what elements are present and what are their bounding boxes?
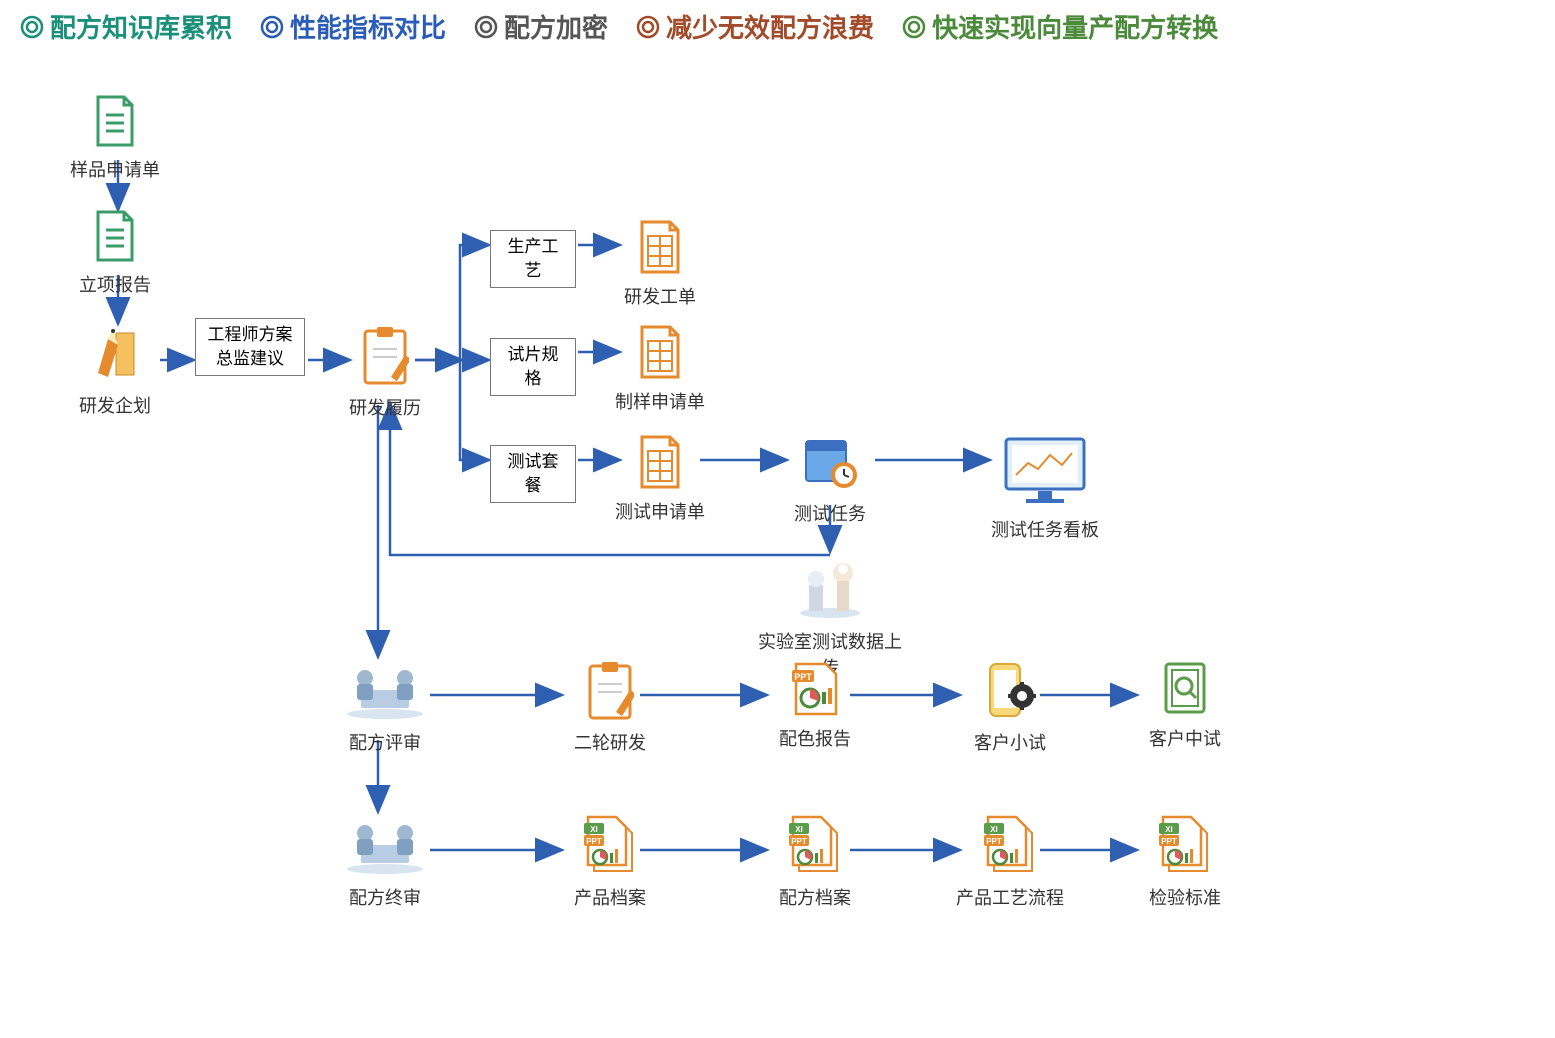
box-engineer: 工程师方案总监建议 — [195, 318, 305, 376]
folder-clock-icon — [750, 435, 910, 496]
node-label: 配色报告 — [735, 725, 895, 751]
monitor-icon — [965, 435, 1125, 512]
header-item: 快速实现向量产配方转换 — [902, 8, 1218, 45]
header-item: 性能指标对比 — [260, 8, 446, 45]
svg-text:XI: XI — [990, 825, 998, 834]
ppt-stack-icon: XI PPT — [930, 815, 1090, 880]
node-label: 研发企划 — [35, 392, 195, 418]
svg-text:PPT: PPT — [1161, 837, 1177, 846]
node-processFlow: XI PPT 产品工艺流程 — [930, 815, 1090, 910]
bullseye-icon — [636, 15, 660, 39]
node-label: 测试申请单 — [580, 498, 740, 524]
header-text: 快速实现向量产配方转换 — [932, 8, 1218, 45]
node-prodFile: XI PPT 产品档案 — [530, 815, 690, 910]
node-label: 测试任务看板 — [965, 516, 1125, 542]
bullseye-icon — [902, 15, 926, 39]
node-label: 配方终审 — [305, 884, 465, 910]
node-sampleApply: 制样申请单 — [580, 325, 740, 414]
node-rdOrder: 研发工单 — [580, 220, 740, 309]
pencil-ruler-icon — [35, 325, 195, 388]
node-label: 研发工单 — [580, 283, 740, 309]
header-text: 配方知识库累积 — [50, 8, 232, 45]
node-label: 样品申请单 — [35, 156, 195, 182]
clipboard-icon — [530, 660, 690, 725]
ppt-icon: PPT — [735, 660, 895, 721]
lab-icon — [750, 555, 910, 624]
node-label: 配方档案 — [735, 884, 895, 910]
node-custSmall: 客户小试 — [930, 660, 1090, 755]
node-formulaFile: XI PPT 配方档案 — [735, 815, 895, 910]
box-prodProcess: 生产工艺 — [490, 230, 576, 288]
node-label: 二轮研发 — [530, 729, 690, 755]
search-doc-icon — [1105, 660, 1265, 721]
header-item: 配方加密 — [474, 8, 608, 45]
header-item: 配方知识库累积 — [20, 8, 232, 45]
svg-text:XI: XI — [1165, 825, 1173, 834]
node-label: 检验标准 — [1105, 884, 1265, 910]
svg-text:PPT: PPT — [586, 837, 602, 846]
node-rdPlan: 研发企划 — [35, 325, 195, 418]
sheet-orange-icon — [580, 325, 740, 384]
doc-green-icon — [35, 210, 195, 267]
header-text: 减少无效配方浪费 — [666, 8, 874, 45]
node-label: 产品档案 — [530, 884, 690, 910]
svg-text:XI: XI — [590, 825, 598, 834]
bullseye-icon — [260, 15, 284, 39]
node-label: 产品工艺流程 — [930, 884, 1090, 910]
ppt-stack-icon: XI PPT — [530, 815, 690, 880]
node-testApply: 测试申请单 — [580, 435, 740, 524]
node-formulaReview: 配方评审 — [305, 660, 465, 755]
node-rdResume: 研发履历 — [305, 325, 465, 420]
node-secondRD: 二轮研发 — [530, 660, 690, 755]
box-testPackage: 测试套餐 — [490, 445, 576, 503]
svg-text:PPT: PPT — [794, 672, 812, 682]
node-label: 测试任务 — [750, 500, 910, 526]
node-testTask: 测试任务 — [750, 435, 910, 526]
ppt-stack-icon: XI PPT — [735, 815, 895, 880]
node-label: 配方评审 — [305, 729, 465, 755]
meeting-icon — [305, 660, 465, 725]
ppt-stack-icon: XI PPT — [1105, 815, 1265, 880]
header-text: 性能指标对比 — [290, 8, 446, 45]
node-inspectStd: XI PPT 检验标准 — [1105, 815, 1265, 910]
bullseye-icon — [474, 15, 498, 39]
svg-text:PPT: PPT — [986, 837, 1002, 846]
meeting-icon — [305, 815, 465, 880]
node-formulaFinal: 配方终审 — [305, 815, 465, 910]
svg-text:XI: XI — [795, 825, 803, 834]
node-label: 客户小试 — [930, 729, 1090, 755]
svg-text:PPT: PPT — [791, 837, 807, 846]
node-custMid: 客户中试 — [1105, 660, 1265, 751]
node-sampleRequest: 样品申请单 — [35, 95, 195, 182]
doc-green-icon — [35, 95, 195, 152]
header-item: 减少无效配方浪费 — [636, 8, 874, 45]
node-label: 立项报告 — [35, 271, 195, 297]
sheet-orange-icon — [580, 435, 740, 494]
phone-gear-icon — [930, 660, 1090, 725]
node-label: 研发履历 — [305, 394, 465, 420]
box-sampleSpec: 试片规格 — [490, 338, 576, 396]
node-label: 客户中试 — [1105, 725, 1265, 751]
bullseye-icon — [20, 15, 44, 39]
node-projectReport: 立项报告 — [35, 210, 195, 297]
node-colorReport: PPT 配色报告 — [735, 660, 895, 751]
node-testBoard: 测试任务看板 — [965, 435, 1125, 542]
sheet-orange-icon — [580, 220, 740, 279]
clipboard-icon — [305, 325, 465, 390]
node-label: 制样申请单 — [580, 388, 740, 414]
header-text: 配方加密 — [504, 8, 608, 45]
